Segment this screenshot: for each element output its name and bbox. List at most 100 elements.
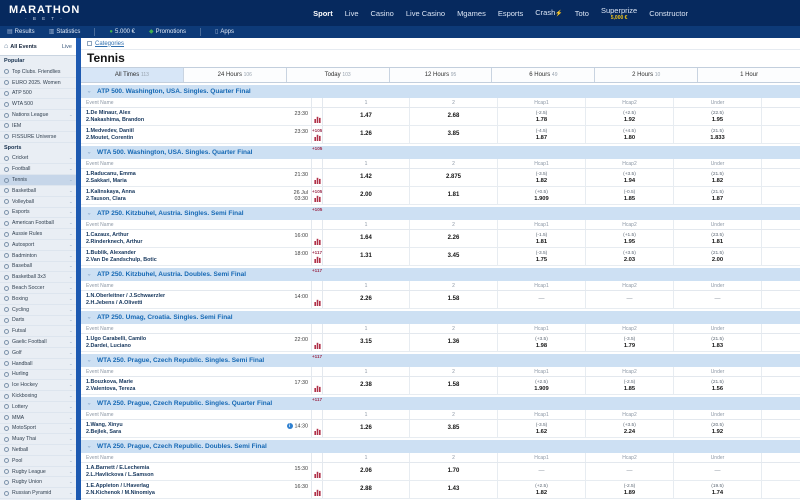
- sidebar-item-russian-pyramid[interactable]: Russian Pyramid ⌄: [0, 488, 76, 500]
- categories-link[interactable]: Categories: [95, 40, 125, 47]
- sidebar-item-atp-500[interactable]: ATP 500: [0, 89, 76, 100]
- odd-under[interactable]: —: [674, 291, 762, 308]
- odd-1[interactable]: 2.00: [323, 187, 410, 204]
- odd-2[interactable]: 3.45: [410, 248, 498, 265]
- odd-under[interactable]: (21.5) 1.82: [674, 169, 762, 186]
- odd-under[interactable]: (21.5) 2.00: [674, 248, 762, 265]
- odd-1[interactable]: 1.47: [323, 108, 410, 125]
- sidebar-item-kickboxing[interactable]: Kickboxing ⌄: [0, 391, 76, 402]
- odd-hcap2[interactable]: —: [586, 463, 674, 480]
- odd-under[interactable]: (21.5) 1.83: [674, 334, 762, 351]
- odd-2[interactable]: 2.875: [410, 169, 498, 186]
- odd-hcap2[interactable]: (+2.5) 1.92: [586, 108, 674, 125]
- tab-all-events[interactable]: ⌂ All Events: [4, 43, 62, 50]
- odd-2[interactable]: 2.68: [410, 108, 498, 125]
- odd-hcap1[interactable]: (-2.5) 1.78: [498, 108, 586, 125]
- time-tab-1-hour[interactable]: 1 Hour: [698, 68, 800, 82]
- categories-checkbox[interactable]: [87, 41, 92, 46]
- odd-1[interactable]: 1.26: [323, 420, 410, 437]
- odd-hcap2[interactable]: (-3.5) 1.79: [586, 334, 674, 351]
- subheader-item-5-000[interactable]: ● 5.000 €: [109, 29, 135, 35]
- subheader-item-apps[interactable]: ▯ Apps: [215, 29, 234, 35]
- odd-2[interactable]: 1.36: [410, 334, 498, 351]
- section-header[interactable]: ⌄ ATP 500. Washington, USA. Singles. Quar…: [81, 85, 800, 98]
- odd-hcap1[interactable]: (-4.5) 1.87: [498, 126, 586, 143]
- odd-1[interactable]: 1.31: [323, 248, 410, 265]
- sidebar-item-netball[interactable]: Netball ⌄: [0, 445, 76, 456]
- odd-hcap2[interactable]: (+3.5) 2.24: [586, 420, 674, 437]
- event-name-cell[interactable]: 1.Wang, Xinyu 2.Bejlek, Sara: [81, 420, 274, 437]
- statistics-cell[interactable]: +117: [311, 230, 323, 255]
- nav-item-constructor[interactable]: Constructor: [649, 9, 688, 18]
- odd-2[interactable]: 1.58: [410, 377, 498, 394]
- sidebar-item-wta-500[interactable]: WTA 500: [0, 99, 76, 111]
- event-name-cell[interactable]: 1.De Minaur, Alex 2.Nakashima, Brandon: [81, 108, 274, 125]
- odd-2[interactable]: 1.43: [410, 481, 498, 498]
- statistics-cell[interactable]: [311, 420, 323, 437]
- nav-item-mgames[interactable]: Mgames: [457, 9, 486, 18]
- statistics-cell[interactable]: +104: [311, 481, 323, 498]
- time-tab-24-hours[interactable]: 24 Hours 106: [183, 68, 287, 82]
- sidebar-item-futsal[interactable]: Futsal ⌄: [0, 326, 76, 338]
- marathonbet-logo[interactable]: MARATHON · B E T ·: [0, 4, 80, 22]
- time-tab-all-times[interactable]: All Times 113: [81, 68, 184, 82]
- odd-hcap1[interactable]: (-3.5) 1.82: [498, 169, 586, 186]
- odd-under[interactable]: (19.5) 1.74: [674, 481, 762, 498]
- sidebar-item-cricket[interactable]: Cricket ⌄: [0, 154, 76, 165]
- statistics-cell[interactable]: +105: [311, 108, 323, 133]
- sidebar-item-lottery[interactable]: Lottery ⌄: [0, 402, 76, 413]
- statistics-cell[interactable]: +117: [311, 377, 323, 402]
- section-header[interactable]: ⌄ WTA 250. Prague, Czech Republic. Double…: [81, 440, 800, 453]
- sidebar-item-golf[interactable]: Golf ⌄: [0, 348, 76, 359]
- event-name-cell[interactable]: 1.Ugo Carabelli, Camilo 2.Dardei, Luciano: [81, 334, 274, 351]
- nav-item-casino[interactable]: Casino: [371, 9, 394, 18]
- odd-1[interactable]: 2.26: [323, 291, 410, 308]
- subheader-item-statistics[interactable]: ▥ Statistics: [49, 29, 81, 35]
- sidebar-item-ice-hockey[interactable]: Ice Hockey ⌄: [0, 380, 76, 392]
- tab-live[interactable]: Live: [61, 43, 72, 50]
- sidebar-item-basketball-3x3[interactable]: Basketball 3x3 ⌄: [0, 272, 76, 284]
- odd-1[interactable]: 2.38: [323, 377, 410, 394]
- event-name-cell[interactable]: 1.Bouzkova, Marie 2.Valentova, Tereza: [81, 377, 274, 394]
- sidebar-item-muay-thai[interactable]: Muay Thai ⌄: [0, 434, 76, 446]
- sidebar-item-volleyball[interactable]: Volleyball ⌄: [0, 197, 76, 208]
- section-header[interactable]: ⌄ WTA 250. Prague, Czech Republic. Single…: [81, 354, 800, 367]
- sidebar-item-motosport[interactable]: MotoSport ⌄: [0, 424, 76, 435]
- odd-1[interactable]: 1.42: [323, 169, 410, 186]
- event-name-cell[interactable]: 1.A.Barnett / E.Lechemia 2.L.Havlickova /…: [81, 463, 274, 480]
- odd-2[interactable]: 1.81: [410, 187, 498, 204]
- nav-item-live[interactable]: Live: [345, 9, 359, 18]
- odd-under[interactable]: (21.5) 1.833: [674, 126, 762, 143]
- odd-under[interactable]: —: [674, 463, 762, 480]
- odd-under[interactable]: (23.5) 1.81: [674, 230, 762, 247]
- sidebar-item-cycling[interactable]: Cycling ⌄: [0, 305, 76, 316]
- odd-hcap1[interactable]: (-3.5) 1.75: [498, 248, 586, 265]
- sidebar-item-darts[interactable]: Darts ⌄: [0, 316, 76, 327]
- odd-hcap1[interactable]: (-1.5) 1.81: [498, 230, 586, 247]
- odd-1[interactable]: 1.64: [323, 230, 410, 247]
- nav-item-live-casino[interactable]: Live Casino: [406, 9, 445, 18]
- sidebar-item-autosport[interactable]: Autosport ⌄: [0, 240, 76, 251]
- subheader-item-promotions[interactable]: ◆ Promotions: [149, 29, 186, 35]
- event-name-cell[interactable]: 1.Kalinskaya, Anna 2.Tauson, Clara: [81, 187, 274, 204]
- statistics-cell[interactable]: +105: [311, 169, 323, 194]
- event-name-cell[interactable]: 1.Cazaux, Arthur 2.Rinderknech, Arthur: [81, 230, 274, 247]
- odd-1[interactable]: 2.88: [323, 481, 410, 498]
- odd-hcap1[interactable]: —: [498, 463, 586, 480]
- sidebar-item-esports[interactable]: Esports ⌄: [0, 208, 76, 219]
- statistics-cell[interactable]: +105: [311, 126, 323, 151]
- sidebar-item-tennis[interactable]: Tennis ⌄: [0, 175, 76, 186]
- odd-hcap2[interactable]: (+3.5) 1.94: [586, 169, 674, 186]
- odd-hcap1[interactable]: (+2.5) 1.82: [498, 481, 586, 498]
- statistics-cell[interactable]: +105: [311, 187, 323, 212]
- odd-hcap2[interactable]: —: [586, 291, 674, 308]
- info-icon[interactable]: i: [286, 423, 293, 429]
- section-header[interactable]: ⌄ ATP 250. Kitzbuhel, Austria. Singles. S…: [81, 207, 800, 220]
- time-tab-today[interactable]: Today 103: [286, 68, 390, 82]
- sidebar-item-pool[interactable]: Pool ⌄: [0, 456, 76, 467]
- sidebar-item-baseball[interactable]: Baseball ⌄: [0, 262, 76, 273]
- sidebar-item-aussie-rules[interactable]: Aussie Rules ⌄: [0, 229, 76, 240]
- nav-item-esports[interactable]: Esports: [498, 9, 523, 18]
- statistics-cell[interactable]: [311, 291, 323, 308]
- sidebar-item-rugby-union[interactable]: Rugby Union ⌄: [0, 477, 76, 489]
